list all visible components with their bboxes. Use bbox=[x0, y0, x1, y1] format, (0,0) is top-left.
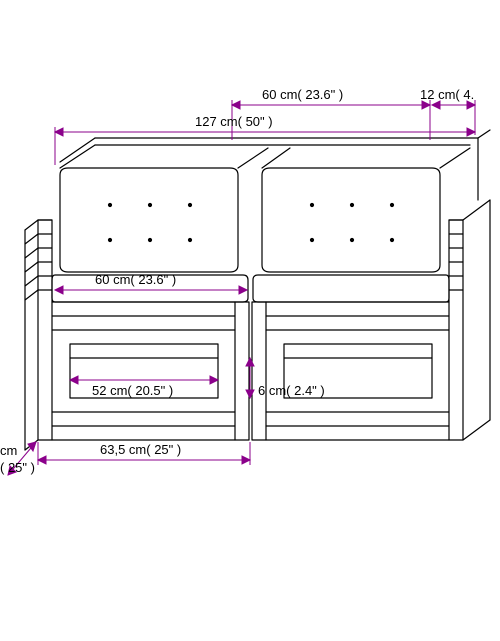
dim-seat-cushion-width: 60 cm( 23.6" ) bbox=[95, 272, 176, 287]
dim-inner-frame-width: 52 cm( 20.5" ) bbox=[92, 383, 173, 398]
dim-depth-cm: cm bbox=[0, 443, 17, 458]
dim-gap-height: 6 cm( 2.4" ) bbox=[258, 383, 325, 398]
dim-unit-width: 63,5 cm( 25" ) bbox=[100, 442, 181, 457]
dim-top-width: 60 cm( 23.6" ) bbox=[262, 87, 343, 102]
dim-depth-in: ( 25" ) bbox=[0, 460, 35, 475]
dim-back-depth: 12 cm( 4. bbox=[420, 87, 474, 102]
diagram-canvas: 60 cm( 23.6" ) 12 cm( 4. 127 cm( 50" ) 6… bbox=[0, 0, 500, 641]
dim-overall-width: 127 cm( 50" ) bbox=[195, 114, 273, 129]
